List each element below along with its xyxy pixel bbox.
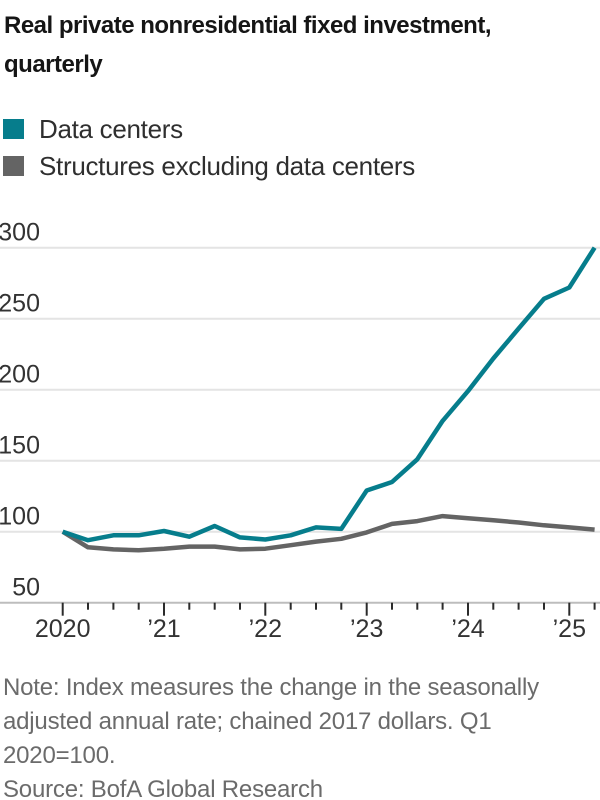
legend-item-structures: Structures excluding data centers [3,151,415,181]
y-tick-label-200: 200 [0,361,40,389]
series-line-data-centers [61,246,597,543]
series-line-structures-excluding-data-centers [61,513,595,553]
investment-line-chart: 50 100 150 200 250 300 2020 ’21 ’22 ’23 ’24 ’25 [0,219,600,643]
legend-swatch-structures [3,156,24,176]
chart-title: Real private nonresidential fixed invest… [4,6,598,84]
source-line: Source: BofA Global Research [3,776,323,800]
y-tick-label-300: 300 [0,219,40,247]
note-line-3: 2020=100. [3,742,116,769]
legend-label-structures: Structures excluding data centers [39,150,415,181]
x-tick-label-21: ’21 [147,615,180,643]
chart-title-line-1: Real private nonresidential fixed invest… [4,12,491,39]
legend: Data centers Structures excluding data c… [3,114,415,193]
note-line-2: adjusted annual rate; chained 2017 dolla… [3,708,492,735]
x-tick-label-2020: 2020 [35,615,91,643]
chart-title-line-2: quarterly [4,51,103,78]
x-tick-label-24: ’24 [451,615,484,643]
x-tick-label-23: ’23 [350,615,383,643]
x-tick-label-25: ’25 [553,615,586,643]
y-tick-label-50: 50 [12,574,40,602]
note-line-1: Note: Index measures the change in the s… [3,674,539,701]
x-tick-label-22: ’22 [249,615,282,643]
y-tick-label-250: 250 [0,290,40,318]
footnote: Note: Index measures the change in the s… [3,671,597,800]
legend-item-data-centers: Data centers [3,114,415,144]
legend-swatch-data-centers [3,119,24,139]
y-tick-label-100: 100 [0,503,40,531]
legend-label-data-centers: Data centers [39,113,183,144]
y-tick-label-150: 150 [0,432,40,460]
